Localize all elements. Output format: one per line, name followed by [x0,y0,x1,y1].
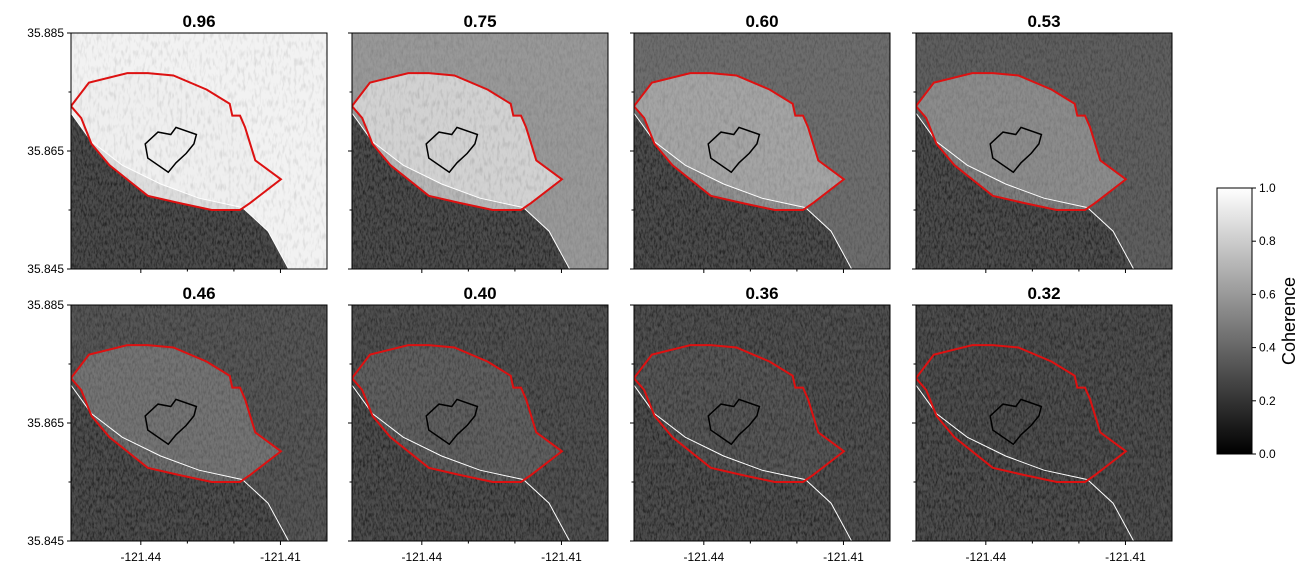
coastline-line [634,112,853,269]
y-tick-label: 35.845 [27,534,64,548]
panel-title: 0.40 [463,284,496,303]
x-tick-label: -121.44 [401,550,442,564]
x-tick-label: -121.41 [260,550,301,564]
y-tick-label: 35.845 [27,262,64,276]
y-tick-label: 35.885 [27,26,64,40]
x-tick-label: -121.44 [120,550,161,564]
coastline-line [352,384,571,541]
y-tick-label: 35.885 [27,298,64,312]
outer-boundary-polygon [916,72,1128,211]
panel-3: 0.60 [630,12,891,273]
inner-region-polygon [425,398,479,446]
colorbar-tick-label: 1.0 [1259,181,1276,195]
panel-6: 0.40 -121.44 -121.41 [348,284,609,564]
inner-region-polygon [707,126,761,174]
panel-8: 0.32 -121.44 -121.41 [912,284,1173,564]
colorbar-tick-label: 0.2 [1259,394,1276,408]
panel-title: 0.96 [182,12,215,31]
coastline-line [634,384,853,541]
panel-4: 0.53 [912,12,1173,273]
inner-region-polygon [989,126,1043,174]
outer-boundary-polygon [634,344,846,483]
panel-7: 0.36 -121.44 -121.41 [630,284,891,564]
x-tick-label: -121.41 [823,550,864,564]
colorbar-gradient [1216,187,1253,455]
panel-5: 0.46 35.885 35.865 35.845 -121.44 -121.41 [27,284,328,564]
panel-1: 0.96 35.885 35.865 35.845 [27,12,328,276]
panel-title: 0.75 [463,12,496,31]
inner-region-polygon [989,398,1043,446]
panel-grid: 0.96 35.885 35.865 35.845 0.75 0.60 0.53 0.46 35… [27,12,1173,564]
panel-title: 0.46 [182,284,215,303]
x-tick-label: -121.44 [965,550,1006,564]
colorbar-tick-label: 0.8 [1259,234,1276,248]
coastline-line [916,384,1135,541]
colorbar-tick-label: 0.4 [1259,341,1276,355]
x-tick-label: -121.44 [683,550,724,564]
outer-boundary-polygon [352,344,564,483]
inner-region-polygon [707,398,761,446]
panel-title: 0.53 [1027,12,1060,31]
colorbar: 0.0 0.2 0.4 0.6 0.8 1.0 Coherence [1216,181,1299,461]
y-tick-label: 35.865 [27,416,64,430]
colorbar-label: Coherence [1279,277,1299,365]
outer-boundary-polygon [71,72,283,211]
panel-title: 0.32 [1027,284,1060,303]
inner-region-polygon [425,126,479,174]
y-tick-label: 35.865 [27,144,64,158]
panel-2: 0.75 [348,12,609,273]
colorbar-tick-label: 0.0 [1259,447,1276,461]
outer-boundary-polygon [71,344,283,483]
outer-boundary-polygon [634,72,846,211]
coastline-line [352,112,571,269]
colorbar-tick-label: 0.6 [1259,287,1276,301]
coastline-line [71,384,290,541]
inner-region-polygon [144,126,198,174]
outer-boundary-polygon [916,344,1128,483]
outer-boundary-polygon [352,72,564,211]
inner-region-polygon [144,398,198,446]
panel-title: 0.60 [745,12,778,31]
x-tick-label: -121.41 [1105,550,1146,564]
panel-title: 0.36 [745,284,778,303]
x-tick-label: -121.41 [541,550,582,564]
coastline-line [916,112,1135,269]
coastline-line [71,112,290,269]
